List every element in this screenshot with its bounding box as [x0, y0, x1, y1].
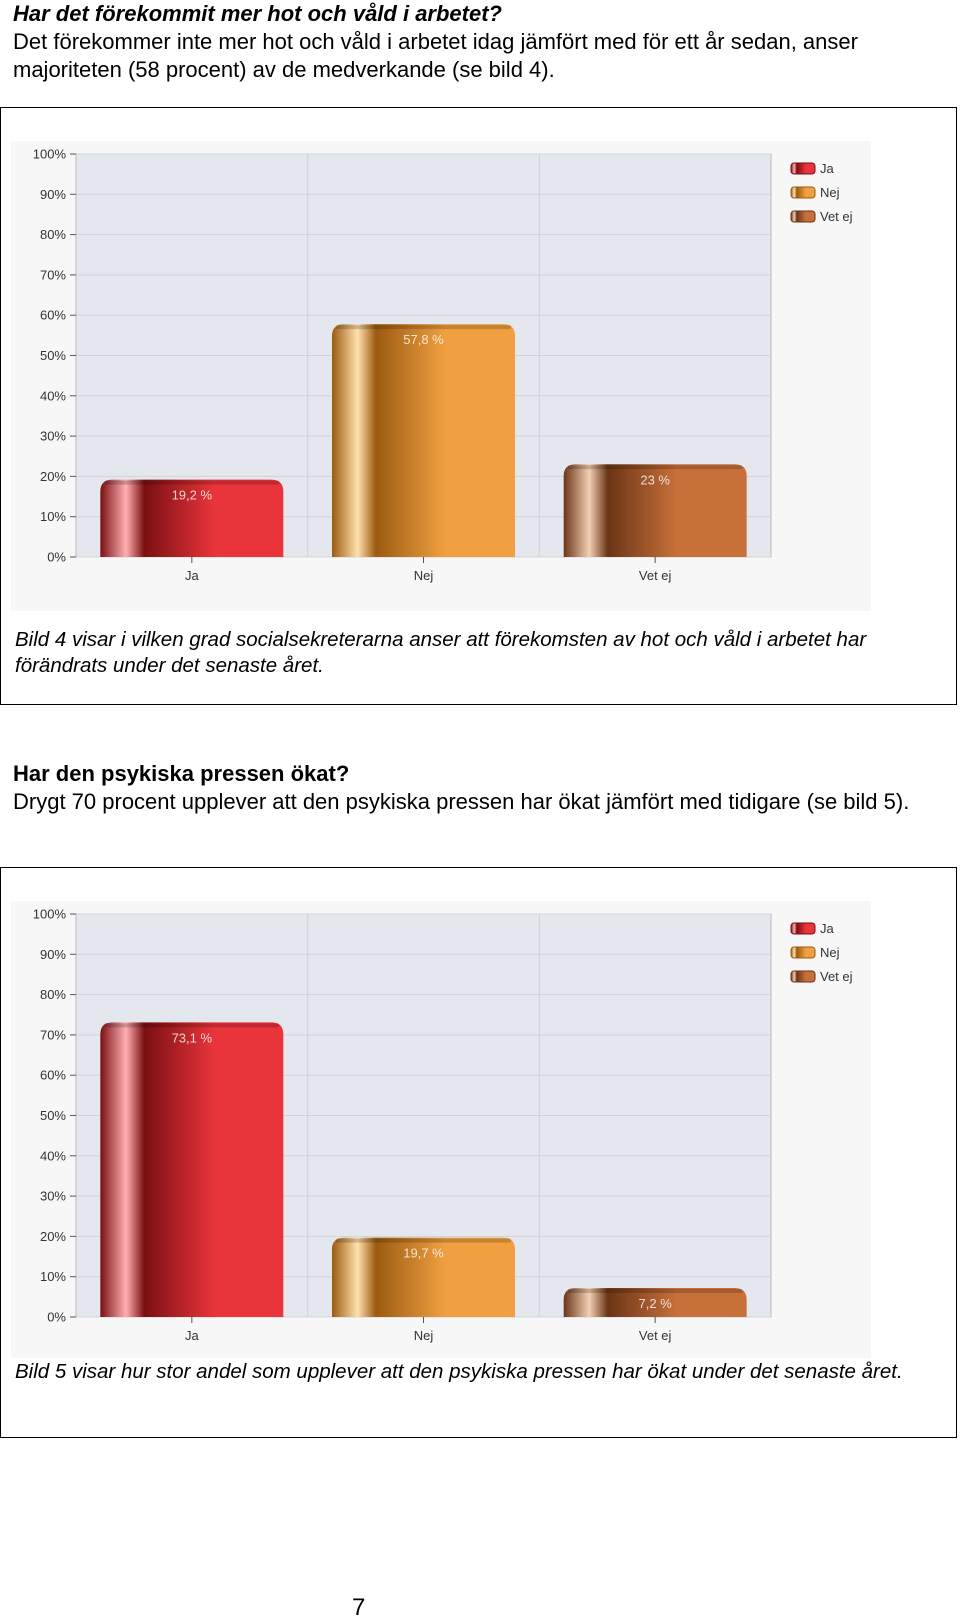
figure-caption-4: Bild 4 visar i vilken grad socialsekrete… [15, 628, 867, 677]
legend-swatch [790, 970, 816, 983]
legend-label: Nej [820, 185, 840, 200]
section1-text-block: Har det förekommit mer hot och våld i ar… [13, 0, 938, 84]
page-number: 7 [352, 1594, 366, 1621]
y-tick-label: 30% [40, 1189, 66, 1204]
y-tick-label: 0% [47, 1310, 66, 1325]
section1-heading: Har det förekommit mer hot och våld i ar… [13, 1, 502, 26]
y-tick-label: 10% [40, 1269, 66, 1284]
x-tick-label: Vet ej [639, 1328, 672, 1343]
section2-text-block: Har den psykiska pressen ökat? Drygt 70 … [13, 760, 938, 816]
section1-body: Det förekommer inte mer hot och våld i a… [13, 29, 858, 82]
data-label: 7,2 % [639, 1296, 673, 1311]
y-tick-label: 100% [33, 147, 67, 162]
y-tick-label: 40% [40, 388, 66, 403]
x-tick-label: Ja [185, 1328, 200, 1343]
section2-heading: Har den psykiska pressen ökat? [13, 761, 350, 786]
data-label: 19,7 % [403, 1246, 444, 1261]
legend-label: Ja [820, 921, 835, 936]
y-tick-label: 60% [40, 1068, 66, 1083]
section2-body: Drygt 70 procent upplever att den psykis… [13, 789, 910, 814]
bar-nej [332, 1237, 515, 1317]
data-label: 19,2 % [172, 488, 213, 503]
bar-ja [100, 479, 284, 557]
bar-cap-shade [336, 1238, 511, 1243]
legend-swatch [790, 210, 816, 223]
x-tick-label: Vet ej [639, 568, 672, 583]
legend-swatch [790, 946, 816, 959]
y-tick-label: 0% [47, 550, 66, 565]
legend-label: Ja [820, 161, 835, 176]
bar-ja [100, 1022, 284, 1317]
bar-cap-shade [567, 465, 743, 470]
data-label: 73,1 % [172, 1030, 213, 1045]
data-label: 57,8 % [403, 332, 444, 347]
y-tick-label: 50% [40, 1108, 66, 1123]
bar-vet-ej [563, 464, 747, 557]
bar-vet-ej [563, 1287, 747, 1317]
y-tick-label: 20% [40, 469, 66, 484]
y-tick-label: 60% [40, 308, 66, 323]
legend-label: Nej [820, 945, 840, 960]
bar-nej [332, 324, 515, 557]
y-tick-label: 70% [40, 267, 66, 282]
x-tick-label: Nej [414, 568, 434, 583]
legend-swatch [790, 186, 816, 199]
y-tick-label: 70% [40, 1027, 66, 1042]
x-tick-label: Nej [414, 1328, 434, 1343]
legend-swatch [790, 922, 816, 935]
legend-label: Vet ej [820, 969, 853, 984]
bar-cap-shade [336, 325, 511, 330]
chart-bild-5: 0% 10% 20% 30% 40% 50% 60% 70% 80% 90% 100% 73,1 % J… [11, 901, 871, 1358]
y-tick-label: 10% [40, 509, 66, 524]
y-tick-label: 80% [40, 987, 66, 1002]
y-tick-label: 50% [40, 348, 66, 363]
legend-swatch [790, 162, 816, 175]
y-tick-label: 40% [40, 1148, 66, 1163]
figure-box-4: 0% 10% 20% 30% 40% 50% 60% 70% 80% 90% 100% 19,2 % J… [0, 107, 957, 705]
bar-cap-shade [104, 1023, 280, 1028]
figure-box-5: 0% 10% 20% 30% 40% 50% 60% 70% 80% 90% 100% 73,1 % J… [0, 867, 957, 1438]
figure-caption-5: Bild 5 visar hur stor andel som upplever… [15, 1360, 903, 1383]
data-label: 23 % [640, 472, 670, 487]
chart-bild-4: 0% 10% 20% 30% 40% 50% 60% 70% 80% 90% 100% 19,2 % J… [11, 141, 871, 611]
y-tick-label: 90% [40, 187, 66, 202]
x-tick-label: Ja [185, 568, 200, 583]
y-tick-label: 80% [40, 227, 66, 242]
bar-cap-shade [104, 480, 280, 485]
y-tick-label: 20% [40, 1229, 66, 1244]
bar-cap-shade [567, 1288, 743, 1293]
y-tick-label: 90% [40, 947, 66, 962]
y-tick-label: 100% [33, 907, 67, 922]
y-tick-label: 30% [40, 429, 66, 444]
legend-label: Vet ej [820, 209, 853, 224]
